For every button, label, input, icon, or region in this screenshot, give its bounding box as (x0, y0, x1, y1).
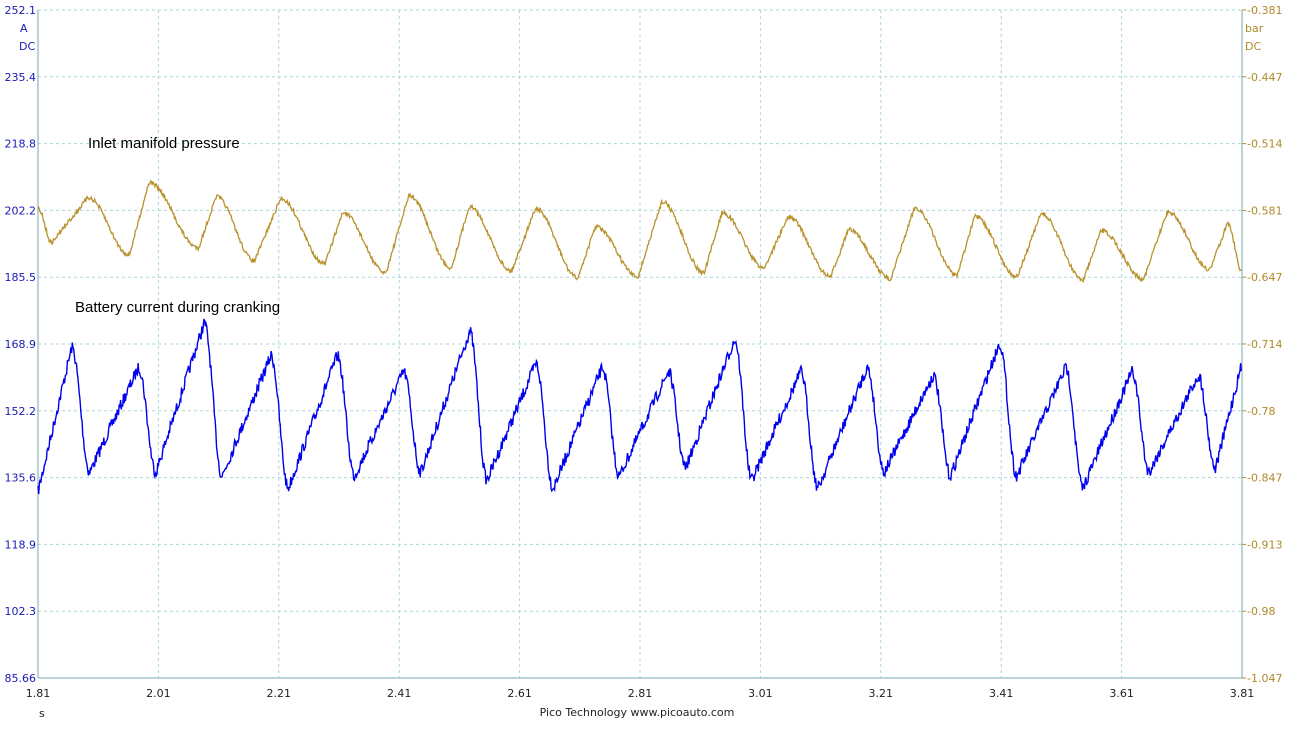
x-tick-label: 1.81 (26, 687, 51, 700)
x-tick-label: 2.01 (146, 687, 171, 700)
right-tick-label: -0.447 (1247, 71, 1282, 84)
series-label-current: Battery current during cranking (75, 299, 280, 316)
left-tick-label: 202.2 (5, 204, 37, 217)
series-line-battery-current (37, 318, 1242, 495)
left-tick-label: 135.6 (5, 472, 37, 485)
x-tick-label: 2.81 (628, 687, 653, 700)
left-tick-label: 185.5 (5, 271, 37, 284)
footer-credit: Pico Technology www.picoauto.com (540, 706, 735, 719)
x-tick-label: 2.61 (507, 687, 532, 700)
right-tick-label: -0.647 (1247, 271, 1282, 284)
right-axis-unit: bar (1245, 22, 1264, 35)
x-tick-label: 2.21 (267, 687, 292, 700)
left-axis-coupling: DC (19, 40, 35, 53)
left-tick-label: 102.3 (5, 605, 37, 618)
x-tick-label: 2.41 (387, 687, 412, 700)
grid (37, 9, 1243, 679)
x-tick-label: 3.01 (748, 687, 773, 700)
right-tick-label: -0.381 (1247, 4, 1282, 17)
x-tick-label: 3.81 (1230, 687, 1255, 700)
right-tick-label: -0.581 (1247, 204, 1282, 217)
left-tick-label: 252.1 (5, 4, 37, 17)
x-axis-unit: s (39, 707, 45, 720)
right-axis-ticks: -0.381 -0.447 -0.514 -0.581 -0.647 -0.714 -0.7… (1242, 4, 1282, 685)
right-tick-label: -1.047 (1247, 672, 1282, 685)
x-tick-label: 3.61 (1109, 687, 1134, 700)
right-tick-label: -0.98 (1247, 605, 1275, 618)
left-tick-label: 118.9 (5, 538, 37, 551)
left-axis-unit: A (20, 22, 28, 35)
left-axis-ticks: 252.1 235.4 218.8 202.2 185.5 168.9 152.2 135.6… (5, 4, 37, 685)
left-tick-label: 235.4 (5, 71, 37, 84)
left-tick-label: 168.9 (5, 338, 37, 351)
series-label-pressure: Inlet manifold pressure (88, 135, 240, 152)
series-line-inlet-pressure (37, 179, 1242, 284)
x-tick-label: 3.21 (869, 687, 894, 700)
x-axis-ticks: 1.81 2.01 2.21 2.41 2.61 2.81 3.01 3.21 3.41 3.61… (26, 687, 1255, 700)
right-tick-label: -0.714 (1247, 338, 1282, 351)
series-layer (37, 179, 1242, 495)
right-tick-label: -0.514 (1247, 138, 1282, 151)
right-tick-label: -0.913 (1247, 538, 1282, 551)
left-tick-label: 152.2 (5, 405, 37, 418)
right-tick-label: -0.847 (1247, 472, 1282, 485)
right-tick-label: -0.78 (1247, 405, 1275, 418)
left-tick-label: 218.8 (5, 138, 37, 151)
x-tick-label: 3.41 (989, 687, 1014, 700)
left-tick-label: 85.66 (5, 672, 37, 685)
right-axis-coupling: DC (1245, 40, 1261, 53)
